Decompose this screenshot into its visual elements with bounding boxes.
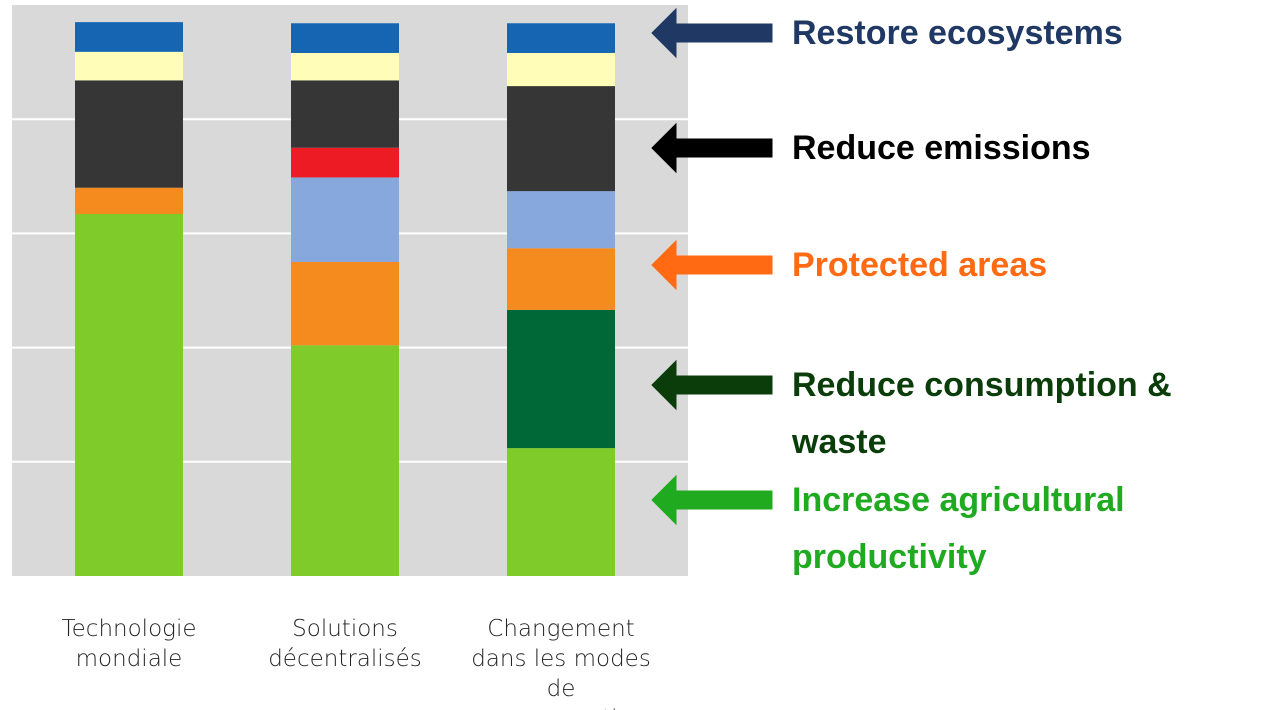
bar-segment: [75, 22, 183, 52]
annotation: Protected areas: [792, 246, 1048, 284]
bar-segment: [507, 191, 615, 249]
x-tick-label: Technologie mondiale: [61, 616, 197, 672]
bar-segment: [75, 187, 183, 214]
bar-segment: [75, 51, 183, 81]
bar-segment: [291, 177, 399, 262]
annotation: Reduce emissions: [792, 129, 1091, 167]
bar-segment: [507, 52, 615, 87]
bar-segment: [75, 80, 183, 188]
bar-segment: [291, 80, 399, 148]
bar-segment: [507, 86, 615, 192]
bar-segment: [507, 248, 615, 310]
annotation: Reduce consumption & waste: [792, 366, 1172, 461]
bar-segment: [291, 147, 399, 178]
bar-segment: [291, 52, 399, 81]
arrow: [651, 474, 773, 526]
bar-segment: [75, 213, 183, 576]
annotation: Increase agricultural productivity: [792, 481, 1125, 576]
bar-segment: [507, 309, 615, 449]
x-tick-label: Changement dans les modes de consommatio…: [471, 616, 651, 710]
annotation: Restore ecosystems: [792, 14, 1123, 52]
arrow: [651, 359, 773, 411]
bar-segment: [291, 23, 399, 53]
bar-segment: [507, 23, 615, 53]
arrow: [651, 7, 773, 59]
arrow: [651, 239, 773, 291]
bar-segment: [507, 448, 615, 576]
arrow: [651, 122, 773, 174]
x-tick-label: Solutions décentralisés: [268, 616, 422, 672]
bar-segment: [291, 261, 399, 346]
bar-segment: [291, 345, 399, 576]
